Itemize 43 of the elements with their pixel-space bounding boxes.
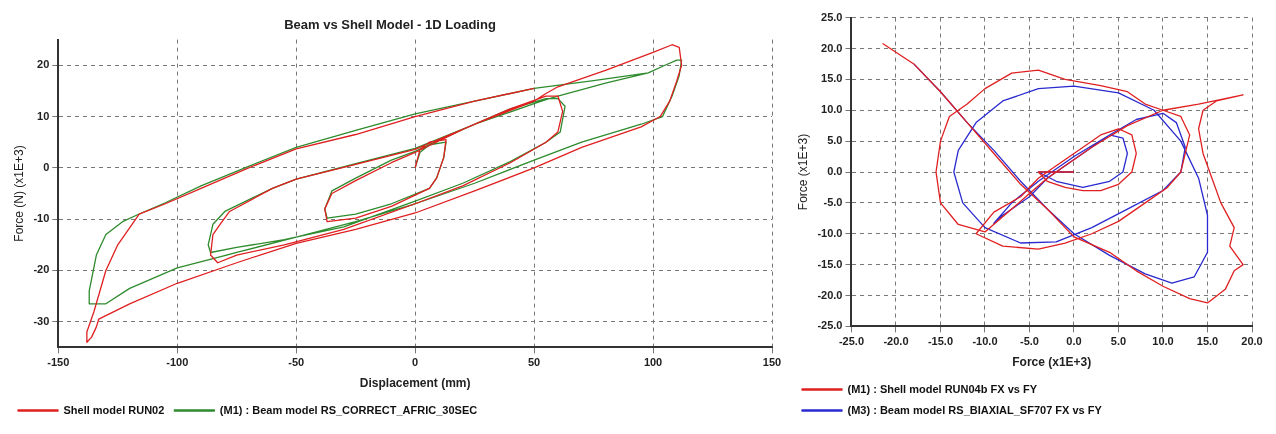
y-tick-label: 0.0 <box>827 165 843 178</box>
y-tick-label: 15.0 <box>821 72 843 85</box>
x-tick-label: -100 <box>166 356 189 369</box>
y-axis-title: Force (x1E+3) <box>795 133 810 211</box>
y-tick-label: 0 <box>43 160 50 173</box>
y-tick-label: 20.0 <box>821 41 843 54</box>
x-tick-label: -150 <box>47 356 70 369</box>
x-tick-label: 5.0 <box>1110 335 1127 348</box>
x-tick-label: 0.0 <box>1066 335 1082 348</box>
y-tick-label: 20 <box>37 58 50 71</box>
x-tick-label: 150 <box>762 356 782 369</box>
y-tick-label: 10 <box>37 109 50 122</box>
legend-label: (M1) : Shell model RUN04b FX vs FY <box>847 382 1038 395</box>
y-tick-label: -5.0 <box>823 195 843 208</box>
x-tick-label: -25.0 <box>838 335 865 348</box>
legend-label: Shell model RUN02 <box>63 403 165 416</box>
x-tick-label: 20.0 <box>1241 335 1263 348</box>
y-tick-label: 5.0 <box>827 134 843 147</box>
x-tick-label: -15.0 <box>927 335 954 348</box>
y-tick-label: -10.0 <box>817 226 843 239</box>
y-tick-label: -30 <box>33 314 50 327</box>
y-tick-label: -10 <box>33 212 50 225</box>
x-tick-label: -10.0 <box>972 335 998 348</box>
legend-label: (M3) : Beam model RS_BIAXIAL_SF707 FX vs FY <box>847 403 1103 416</box>
chart-title: Beam vs Shell Model - 1D Loading <box>284 17 496 33</box>
x-axis-title: Force (x1E+3) <box>1012 355 1092 370</box>
x-tick-label: 50 <box>527 356 541 369</box>
x-tick-label: -20.0 <box>883 335 909 348</box>
x-tick-label: -5.0 <box>1020 335 1039 348</box>
x-tick-label: 10.0 <box>1152 335 1174 348</box>
x-tick-label: 0 <box>412 356 419 369</box>
x-tick-label: -50 <box>288 356 305 369</box>
y-tick-label: -20 <box>33 263 50 276</box>
y-tick-label: -20.0 <box>817 288 843 301</box>
y-tick-label: -25.0 <box>817 319 843 332</box>
legend-label: (M1) : Beam model RS_CORRECT_AFRIC_30SEC <box>219 403 478 416</box>
y-tick-label: -15.0 <box>817 257 843 270</box>
x-tick-label: 15.0 <box>1196 335 1219 348</box>
x-tick-label: 100 <box>643 356 663 369</box>
y-tick-label: 25.0 <box>821 10 843 23</box>
y-tick-label: 10.0 <box>821 103 843 116</box>
x-axis-title: Displacement (mm) <box>359 376 471 391</box>
y-axis-title: Force (N) (x1E+3) <box>11 145 26 242</box>
